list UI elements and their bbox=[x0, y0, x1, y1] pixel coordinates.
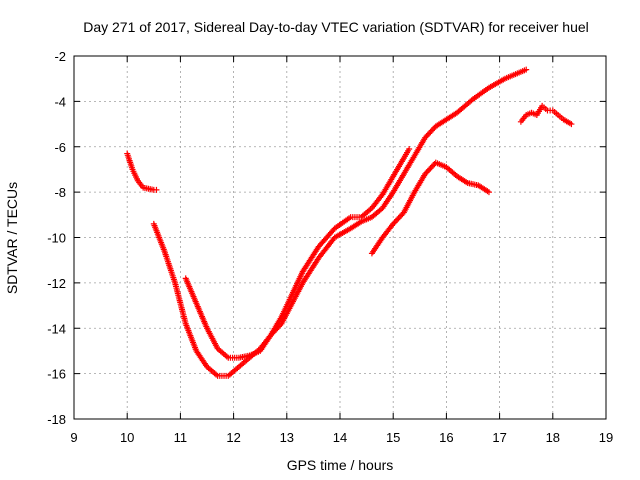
y-tick-label: -10 bbox=[47, 231, 66, 246]
data-point bbox=[485, 189, 492, 196]
y-tick-label: -12 bbox=[47, 276, 66, 291]
data-point bbox=[523, 66, 530, 73]
x-axis-label: GPS time / hours bbox=[287, 457, 394, 473]
data-point bbox=[568, 121, 575, 128]
x-tick-label: 18 bbox=[546, 430, 560, 445]
x-axis: 9 10 11 12 13 14 15 16 17 18 19 bbox=[70, 56, 613, 445]
x-tick-label: 19 bbox=[599, 430, 613, 445]
y-tick-label: -4 bbox=[54, 94, 66, 109]
data-point bbox=[153, 186, 160, 193]
x-tick-label: 10 bbox=[120, 430, 134, 445]
series-arc-3 bbox=[182, 66, 530, 361]
x-tick-label: 11 bbox=[174, 430, 188, 445]
y-tick-label: -18 bbox=[47, 412, 66, 427]
y-tick-label: -14 bbox=[47, 321, 66, 336]
y-axis-label: SDTVAR / TECUs bbox=[4, 182, 20, 294]
chart-title: Day 271 of 2017, Sidereal Day-to-day VTE… bbox=[83, 19, 589, 35]
data-points bbox=[124, 66, 575, 379]
x-tick-label: 13 bbox=[280, 430, 294, 445]
y-tick-label: -2 bbox=[54, 49, 66, 64]
x-tick-label: 16 bbox=[439, 430, 453, 445]
x-tick-label: 14 bbox=[333, 430, 347, 445]
series-arc-5 bbox=[517, 102, 575, 128]
data-point bbox=[406, 146, 413, 153]
series-arc-2 bbox=[150, 146, 413, 379]
y-tick-label: -16 bbox=[47, 367, 66, 382]
series-arc-4 bbox=[368, 159, 492, 257]
series-arc-1 bbox=[124, 150, 160, 193]
y-axis: -18 -16 -14 -12 -10 -8 -6 -4 -2 bbox=[47, 49, 606, 427]
y-tick-label: -8 bbox=[54, 185, 66, 200]
x-tick-label: 17 bbox=[492, 430, 506, 445]
x-tick-label: 15 bbox=[386, 430, 400, 445]
y-tick-label: -6 bbox=[54, 140, 66, 155]
x-tick-label: 9 bbox=[70, 430, 77, 445]
x-tick-label: 12 bbox=[226, 430, 240, 445]
